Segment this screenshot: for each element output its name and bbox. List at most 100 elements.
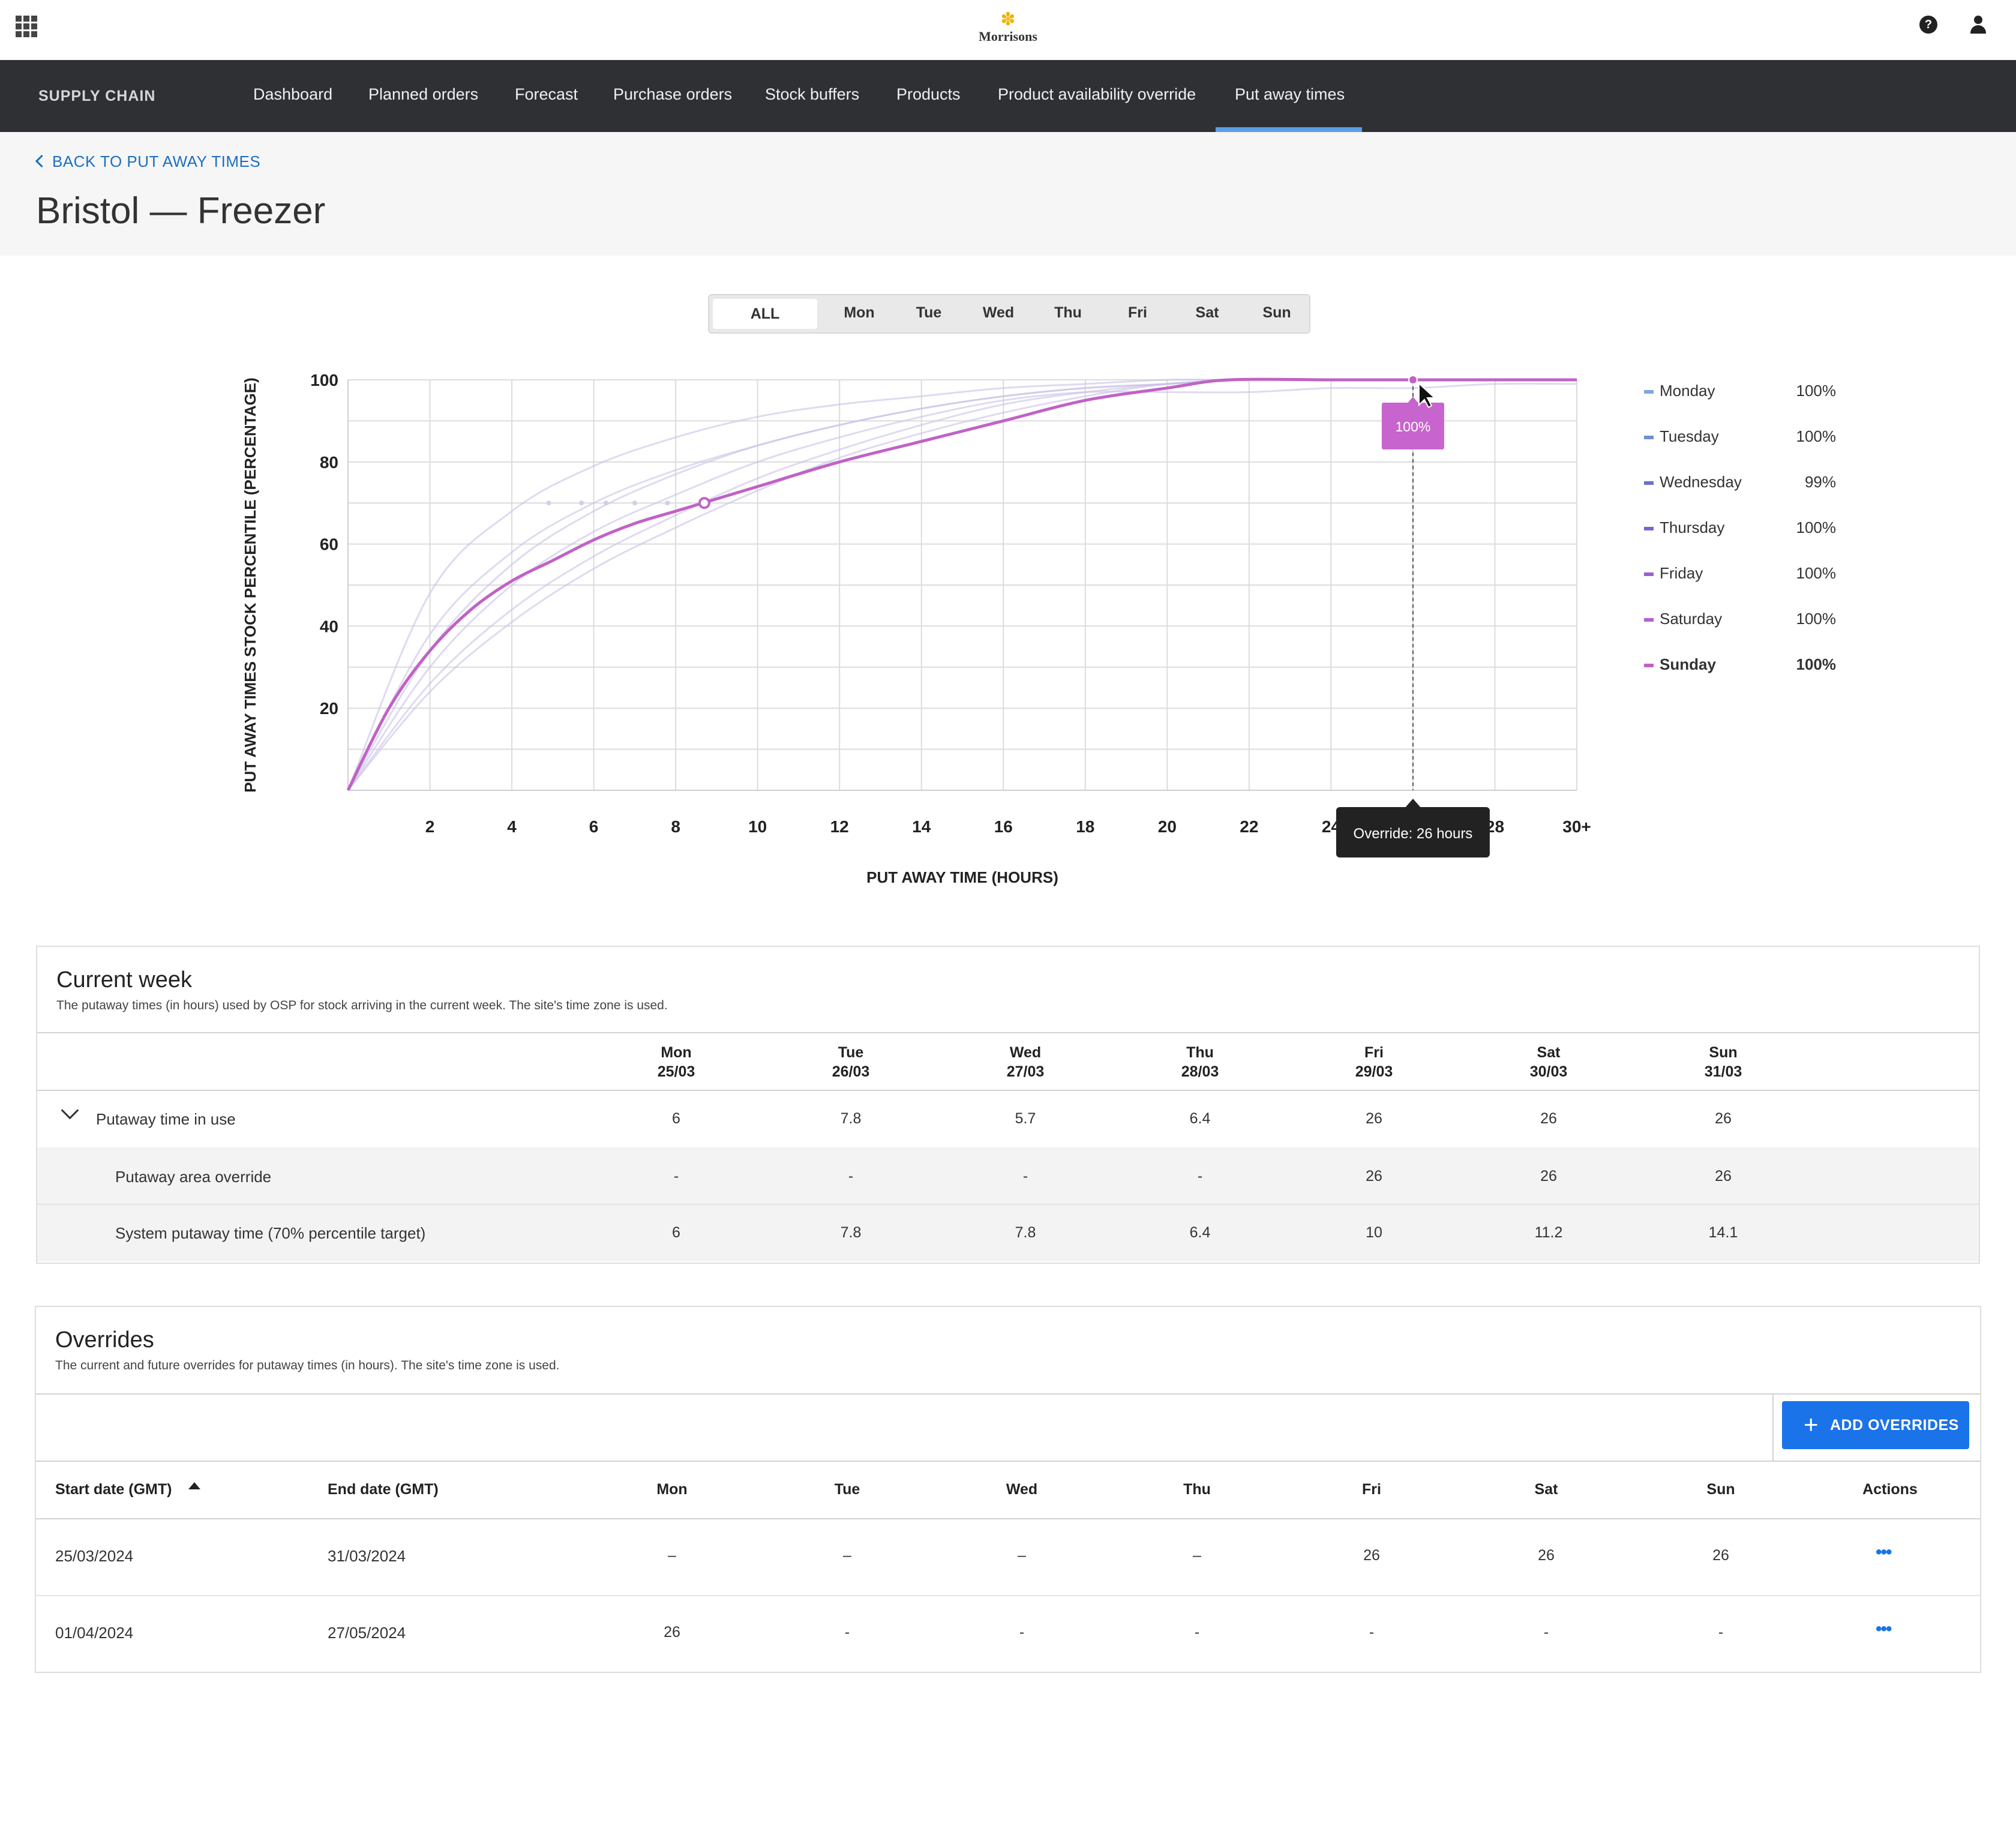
chevron-down-icon[interactable]	[61, 1101, 79, 1120]
nav-brand: SUPPLY CHAIN	[38, 88, 156, 104]
selected-point[interactable]	[698, 497, 710, 509]
x-tick-label: 18	[1076, 817, 1094, 836]
x-tick-label: 12	[830, 817, 849, 836]
mouse-cursor-icon	[1418, 382, 1436, 409]
col-header-tue: Tue	[834, 1481, 860, 1498]
x-tick-label: 20	[1158, 817, 1177, 836]
nav-item-put-away-times[interactable]: Put away times	[1235, 85, 1345, 103]
legend-item-tuesday[interactable]: Tuesday 100%	[1644, 427, 1836, 473]
add-overrides-button[interactable]: + ADD OVERRIDES	[1782, 1401, 1969, 1449]
logo-flower-icon: ✽	[1000, 10, 1016, 29]
nav-item-forecast[interactable]: Forecast	[515, 85, 578, 103]
plus-icon: +	[1804, 1410, 1819, 1438]
day-filter: ALL Mon Tue Wed Thu Fri Sat Sun	[708, 294, 1310, 334]
back-link[interactable]: BACK TO PUT AWAY TIMES	[35, 152, 260, 171]
chart-legend: Monday 100% Tuesday 100% Wednesday 99% Thur…	[1644, 382, 1836, 701]
col-header-thu: Thu	[1183, 1481, 1211, 1498]
overrides-title: Overrides	[55, 1327, 154, 1353]
legend-item-monday[interactable]: Monday 100%	[1644, 382, 1836, 427]
day-filter-thu[interactable]: Thu	[1054, 304, 1082, 321]
overrides-subtitle: The current and future overrides for put…	[55, 1359, 560, 1372]
putaway-percentile-chart: 2040608010024681012141618202224262830+PU…	[241, 371, 1591, 886]
col-header-thu: Thu 28/03	[1181, 1044, 1219, 1080]
logo-wordmark: Morrisons	[979, 29, 1037, 44]
top-bar: ✽ Morrisons ?	[0, 0, 2016, 61]
day-filter-fri[interactable]: Fri	[1128, 304, 1147, 321]
table-row: System putaway time (70% percentile targ…	[37, 1205, 1979, 1261]
overrides-card: Overrides The current and future overrid…	[35, 1306, 1981, 1673]
sort-ascending-icon[interactable]	[188, 1482, 201, 1489]
col-header-mon: Mon	[656, 1481, 688, 1498]
x-tick-label: 8	[671, 817, 680, 836]
series-marker-point	[546, 500, 551, 506]
x-tick-label: 22	[1240, 817, 1258, 836]
current-week-subtitle: The putaway times (in hours) used by OSP…	[56, 999, 668, 1012]
current-week-card: Current week The putaway times (in hours…	[36, 946, 1980, 1264]
value-tooltip-arrow	[1406, 397, 1419, 404]
col-header-wed: Wed	[1006, 1481, 1038, 1498]
col-header-wed: Wed 27/03	[1006, 1044, 1045, 1080]
col-header-mon: Mon 25/03	[657, 1044, 695, 1080]
y-tick-label: 100	[310, 371, 338, 389]
chevron-left-icon	[35, 154, 49, 168]
user-icon[interactable]	[1968, 14, 1988, 35]
day-filter-sat[interactable]: Sat	[1195, 304, 1219, 321]
y-tick-label: 60	[320, 535, 338, 554]
col-header-sat: Sat 30/03	[1529, 1044, 1568, 1080]
col-header-end-date: End date (GMT)	[328, 1481, 439, 1498]
day-filter-mon[interactable]: Mon	[844, 304, 875, 321]
y-tick-label: 80	[320, 453, 338, 472]
nav-item-dashboard[interactable]: Dashboard	[253, 85, 333, 103]
page-title: Bristol — Freezer	[36, 190, 326, 232]
row-actions-icon[interactable]: •••	[1876, 1542, 1892, 1562]
series-marker-point	[604, 500, 609, 506]
nav-active-indicator	[1216, 127, 1362, 132]
legend-item-thursday[interactable]: Thursday 100%	[1644, 518, 1836, 564]
x-tick-label: 14	[912, 817, 931, 836]
col-header-sat: Sat	[1534, 1481, 1558, 1498]
value-tooltip-text: 100%	[1396, 419, 1431, 434]
nav-item-product-availability-override[interactable]: Product availability override	[998, 85, 1196, 103]
day-filter-sun[interactable]: Sun	[1262, 304, 1291, 321]
series-marker-point	[632, 500, 637, 506]
row-actions-icon[interactable]: •••	[1876, 1619, 1892, 1639]
col-header-actions: Actions	[1862, 1481, 1918, 1498]
value-tooltip	[1381, 403, 1444, 449]
legend-item-friday[interactable]: Friday 100%	[1644, 564, 1836, 610]
day-filter-wed[interactable]: Wed	[982, 304, 1015, 321]
x-tick-label: 16	[994, 817, 1013, 836]
series-marker-point	[579, 500, 584, 506]
x-tick-label: 6	[589, 817, 599, 836]
series-line-sunday[interactable]	[346, 377, 1577, 791]
nav-item-stock-buffers[interactable]: Stock buffers	[765, 85, 860, 103]
day-filter-all[interactable]: ALL	[713, 299, 817, 329]
app-grid-icon[interactable]	[16, 16, 37, 37]
col-header-start-date[interactable]: Start date (GMT)	[55, 1480, 201, 1499]
nav-item-planned-orders[interactable]: Planned orders	[368, 85, 479, 103]
y-tick-label: 20	[320, 699, 338, 718]
series-line-wednesday[interactable]	[347, 382, 1577, 791]
x-tooltip-arrow	[1404, 799, 1421, 808]
brand-logo[interactable]: ✽ Morrisons	[972, 11, 1044, 44]
col-header-sun: Sun	[1706, 1481, 1735, 1498]
x-tick-label: 4	[507, 817, 517, 836]
main-nav: SUPPLY CHAIN Dashboard Planned orders Fo…	[0, 60, 2016, 132]
x-tooltip-text: Override: 26 hours	[1354, 826, 1473, 842]
help-icon[interactable]: ?	[1919, 16, 1937, 34]
legend-item-wednesday[interactable]: Wednesday 99%	[1644, 473, 1836, 518]
x-tick-label: 30+	[1562, 817, 1591, 836]
day-filter-tue[interactable]: Tue	[916, 304, 942, 321]
table-row: Putaway area override - - - - 26 26 26	[37, 1147, 1979, 1204]
x-tooltip	[1336, 807, 1490, 857]
nav-item-purchase-orders[interactable]: Purchase orders	[613, 85, 733, 103]
page-header	[0, 132, 2016, 256]
col-header-fri: Fri 29/03	[1355, 1044, 1393, 1080]
x-tick-label: 2	[425, 817, 435, 836]
nav-item-products[interactable]: Products	[896, 85, 961, 103]
hover-point[interactable]	[1408, 375, 1418, 385]
series-marker-point	[665, 500, 670, 506]
legend-item-saturday[interactable]: Saturday 100%	[1644, 610, 1836, 655]
y-tick-label: 40	[320, 617, 338, 635]
x-axis-label: PUT AWAY TIME (HOURS)	[866, 868, 1058, 886]
legend-item-sunday[interactable]: Sunday 100%	[1644, 655, 1836, 701]
